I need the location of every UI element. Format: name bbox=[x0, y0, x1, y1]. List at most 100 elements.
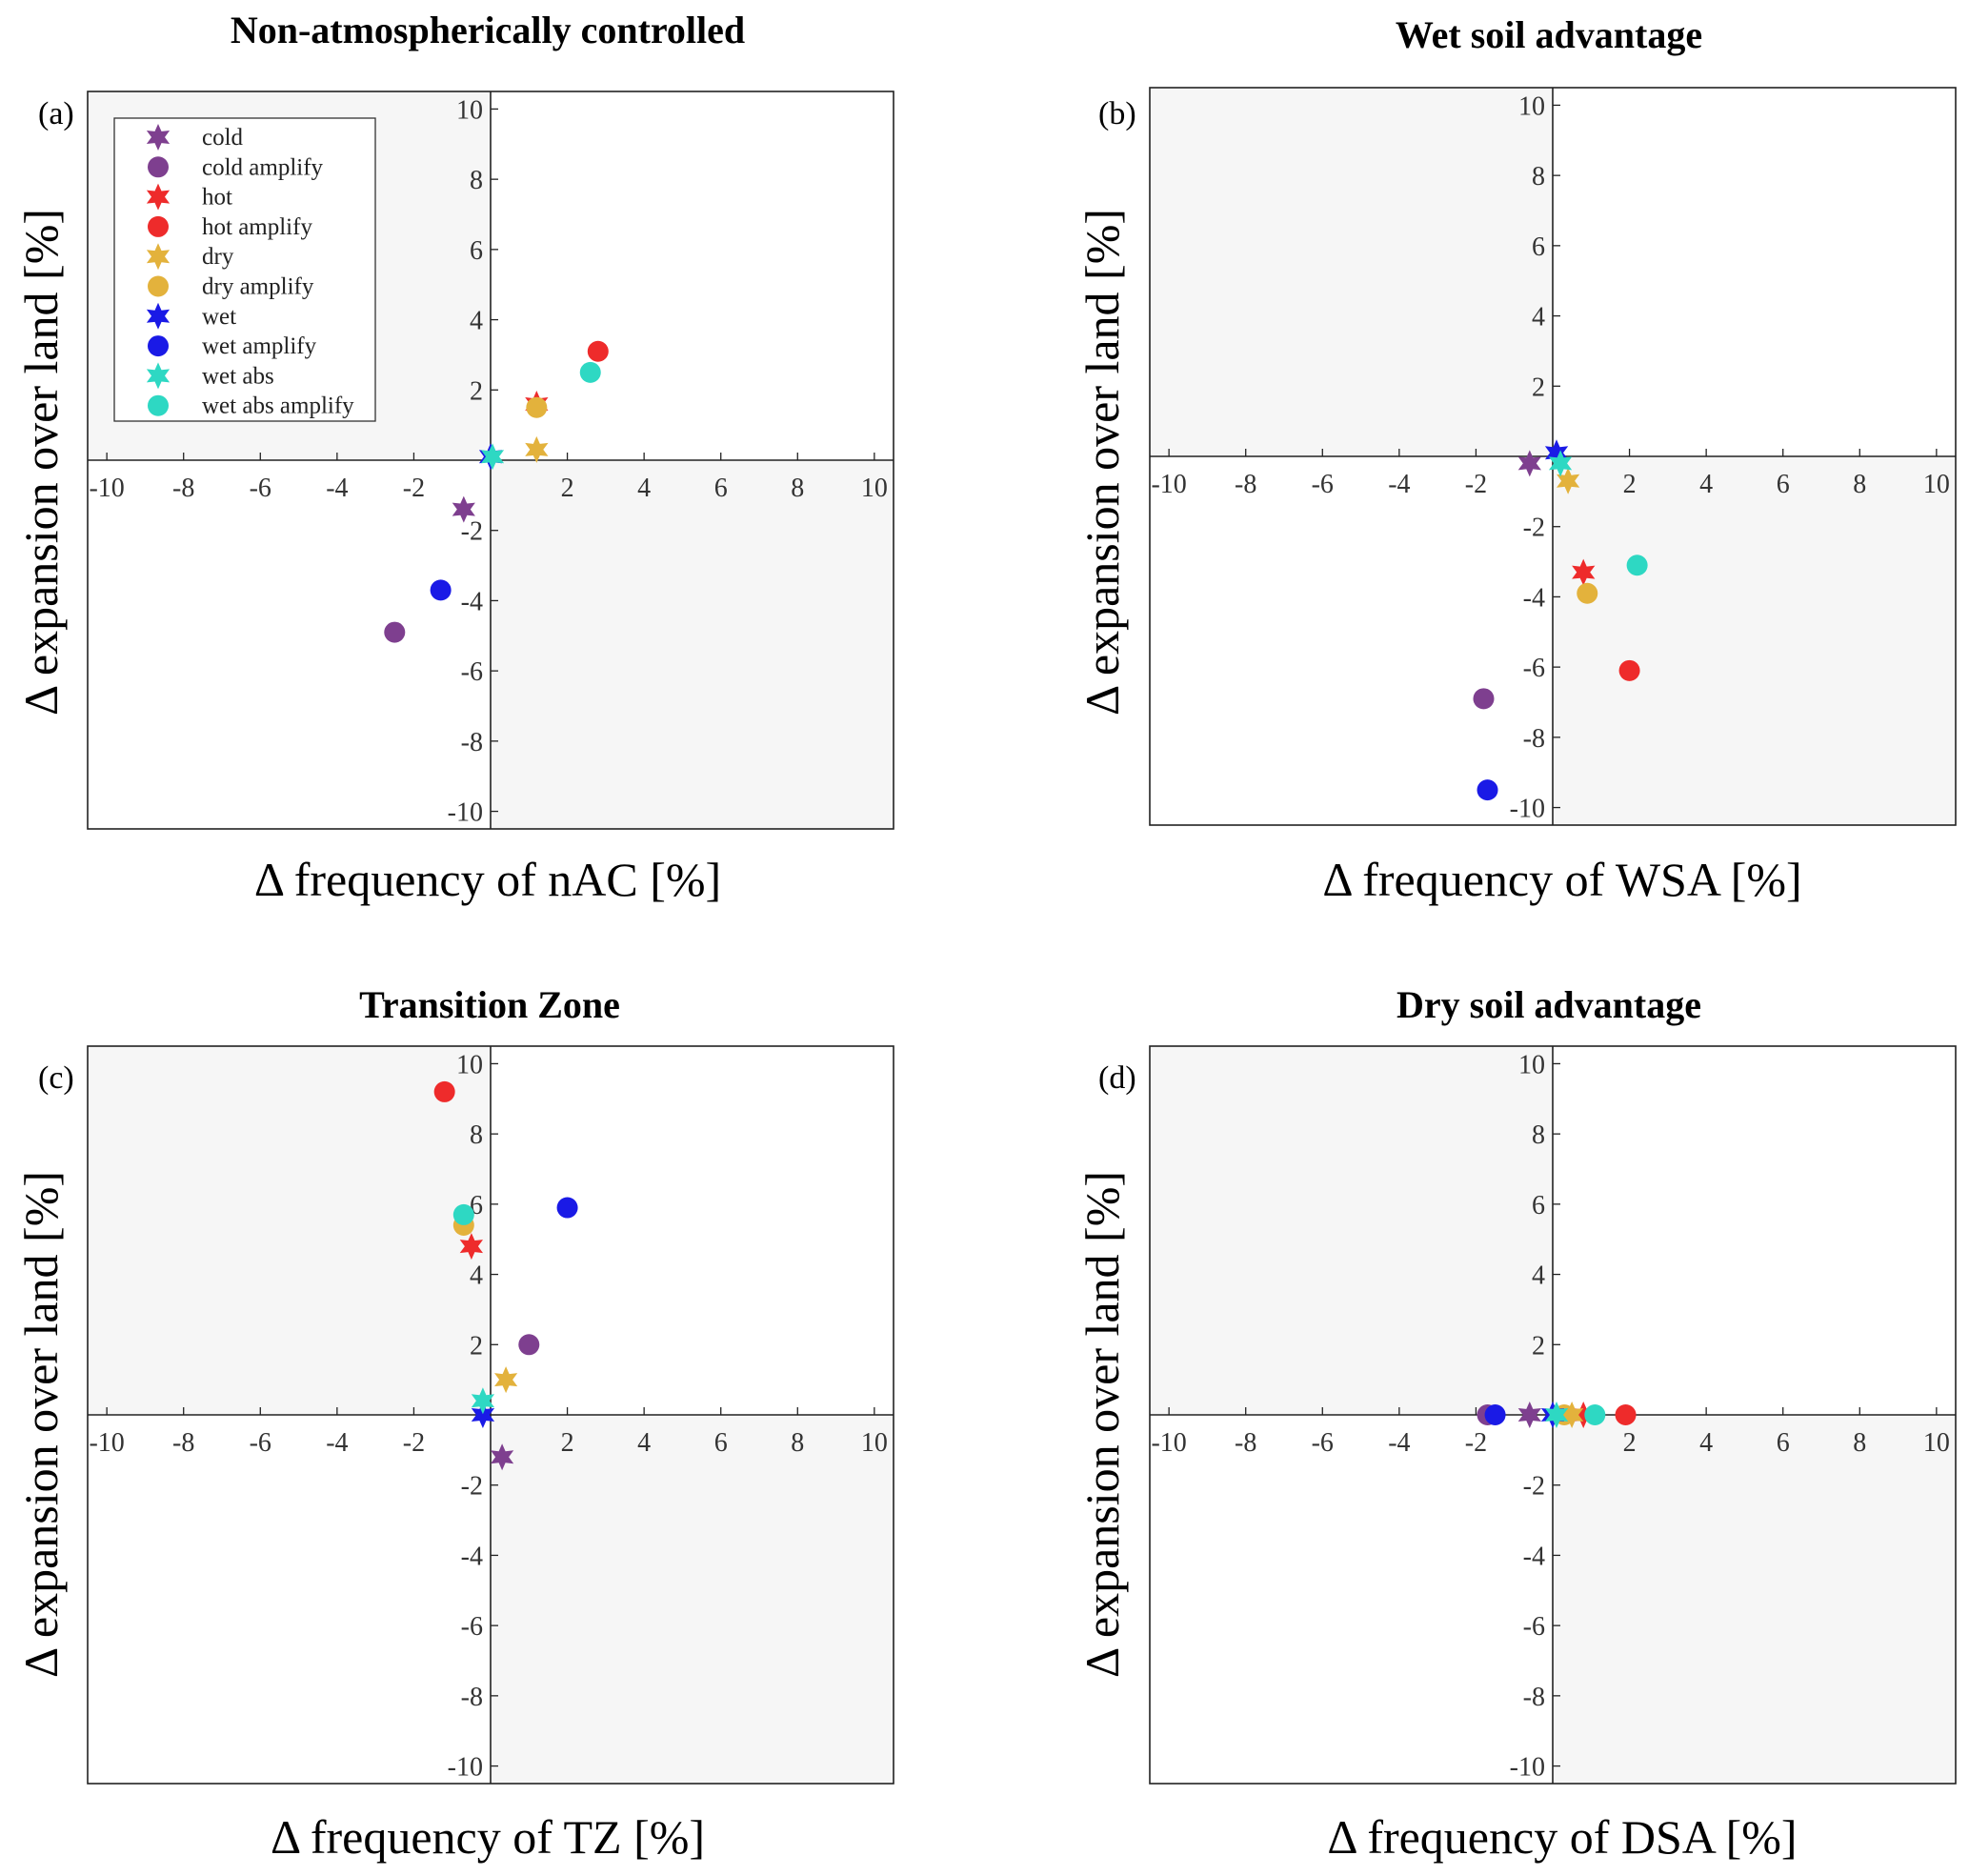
y-tick-label: 10 bbox=[456, 95, 483, 125]
data-point-dry bbox=[494, 1366, 518, 1394]
x-tick-label: -8 bbox=[1235, 1428, 1256, 1458]
legend: cold cold amplify hot hot amplify dry dry amp… bbox=[113, 117, 376, 422]
y-tick-label: 4 bbox=[1532, 303, 1545, 333]
x-tick-label: -6 bbox=[250, 1428, 271, 1458]
x-tick-label: 6 bbox=[1777, 470, 1790, 499]
y-tick-label: 8 bbox=[1532, 1120, 1545, 1150]
x-tick-label: -4 bbox=[1388, 1428, 1410, 1458]
x-tick-label: 6 bbox=[714, 474, 728, 503]
y-tick-label: 6 bbox=[1532, 1191, 1545, 1220]
data-point-cold bbox=[452, 495, 475, 523]
panel-d-label: (d) bbox=[1098, 1060, 1136, 1096]
x-tick-label: -8 bbox=[172, 1428, 194, 1458]
data-point-wet-abs-amplify bbox=[452, 1203, 474, 1225]
x-tick-label: -4 bbox=[326, 1428, 348, 1458]
panel-b-title: Wet soil advantage bbox=[1396, 13, 1702, 56]
panel-d-title: Dry soil advantage bbox=[1396, 983, 1701, 1026]
shaded-quadrant-top-left bbox=[1150, 88, 1553, 456]
legend-marker-cold bbox=[146, 124, 171, 151]
panel-c-title: Transition Zone bbox=[359, 983, 620, 1026]
x-tick-label: -10 bbox=[1151, 1428, 1186, 1458]
data-point-dry bbox=[1557, 467, 1580, 494]
panel-b: Wet soil advantage (b) -10 -8 -6 -4 -2 2 4 6 8 10… bbox=[1075, 13, 1957, 906]
y-tick-label: -2 bbox=[1523, 1472, 1545, 1502]
legend-label: wet abs amplify bbox=[202, 393, 354, 419]
x-tick-label: 4 bbox=[637, 474, 651, 503]
legend-label: hot bbox=[202, 185, 232, 211]
legend-label: wet bbox=[202, 304, 236, 330]
y-tick-label: 2 bbox=[1532, 373, 1545, 402]
x-tick-label: -2 bbox=[1465, 1428, 1487, 1458]
y-tick-label: 10 bbox=[1518, 1050, 1545, 1079]
x-tick-label: 4 bbox=[1699, 470, 1713, 499]
x-tick-label: -2 bbox=[403, 1428, 425, 1458]
y-tick-label: -2 bbox=[461, 517, 483, 547]
y-tick-label: 6 bbox=[470, 236, 483, 266]
panel-a-label: (a) bbox=[38, 96, 74, 131]
y-tick-label: 10 bbox=[456, 1050, 483, 1079]
y-tick-label: -8 bbox=[461, 1683, 483, 1712]
y-tick-label: -10 bbox=[448, 1753, 483, 1783]
x-tick-label: 8 bbox=[791, 474, 804, 503]
y-tick-label: 8 bbox=[470, 1120, 483, 1150]
data-point-cold-amplify bbox=[1473, 688, 1495, 710]
x-tick-label: -4 bbox=[1388, 470, 1410, 499]
legend-marker-hot bbox=[146, 183, 171, 211]
panel-c-label: (c) bbox=[38, 1060, 74, 1096]
data-point-hot bbox=[1572, 558, 1596, 586]
x-tick-label: -2 bbox=[1465, 470, 1487, 499]
y-tick-label: -8 bbox=[1523, 1683, 1545, 1712]
shaded-quadrant-top-left bbox=[1150, 1046, 1553, 1415]
shaded-quadrant-bottom-right bbox=[491, 460, 894, 829]
y-tick-label: -8 bbox=[1523, 724, 1545, 754]
panel-d-xlabel: Δ frequency of DSA [%] bbox=[1327, 1810, 1797, 1864]
data-point-wet-abs bbox=[480, 443, 505, 471]
x-tick-label: -10 bbox=[89, 1428, 124, 1458]
data-point-dry-amplify bbox=[526, 396, 548, 418]
data-point-hot-amplify bbox=[1618, 659, 1640, 681]
y-tick-label: 10 bbox=[1518, 91, 1545, 121]
x-tick-label: -6 bbox=[250, 474, 271, 503]
y-tick-label: -10 bbox=[1510, 795, 1545, 824]
x-tick-label: -2 bbox=[403, 474, 425, 503]
legend-label: dry bbox=[202, 244, 234, 270]
y-tick-label: -6 bbox=[1523, 654, 1545, 683]
x-tick-label: 8 bbox=[791, 1428, 804, 1458]
data-point-dry bbox=[525, 435, 549, 463]
y-tick-label: -10 bbox=[448, 798, 483, 828]
panel-c-ylabel: Δ expansion over land [%] bbox=[14, 1171, 68, 1678]
data-point-wet-abs bbox=[1544, 1402, 1569, 1428]
data-point-cold-amplify bbox=[518, 1334, 540, 1356]
y-tick-label: 2 bbox=[470, 1331, 483, 1361]
legend-marker-wet-abs-amplify bbox=[148, 394, 169, 416]
x-tick-label: 2 bbox=[1623, 1428, 1637, 1458]
x-tick-label: 6 bbox=[1777, 1428, 1790, 1458]
panel-d-plot: -10 -8 -6 -4 -2 2 4 6 8 10 -10 -8 -6 -4 -2 2 4 6 8 10 bbox=[1149, 1045, 1957, 1785]
legend-marker-hot-amplify bbox=[148, 215, 169, 237]
shaded-quadrant-top-left bbox=[88, 1046, 491, 1415]
x-tick-label: -10 bbox=[1151, 470, 1186, 499]
data-point-wet-amplify bbox=[430, 579, 452, 601]
legend-marker-cold-amplify bbox=[148, 156, 169, 178]
panel-a-title: Non-atmospherically controlled bbox=[231, 9, 745, 51]
y-tick-label: -6 bbox=[461, 657, 483, 687]
data-point-dry-amplify bbox=[1577, 582, 1598, 604]
panel-a-ylabel: Δ expansion over land [%] bbox=[14, 209, 68, 716]
data-point-wet-amplify bbox=[1484, 1404, 1506, 1425]
data-point-cold bbox=[491, 1443, 514, 1471]
y-tick-label: -6 bbox=[461, 1612, 483, 1642]
x-tick-label: -10 bbox=[89, 474, 124, 503]
y-tick-label: 6 bbox=[1532, 232, 1545, 262]
panel-d: Dry soil advantage (d) -10 -8 -6 -4 -2 2 4 6 8 10… bbox=[1075, 983, 1957, 1864]
x-tick-label: 6 bbox=[714, 1428, 728, 1458]
legend-label: hot amplify bbox=[202, 214, 312, 240]
x-tick-label: 4 bbox=[1699, 1428, 1713, 1458]
data-point-hot bbox=[1572, 1402, 1596, 1428]
panel-b-xlabel: Δ frequency of WSA [%] bbox=[1322, 853, 1801, 906]
legend-marker-dry bbox=[146, 243, 171, 271]
y-tick-label: 8 bbox=[470, 166, 483, 195]
y-tick-label: -10 bbox=[1510, 1753, 1545, 1783]
data-point-wet-amplify bbox=[1477, 779, 1498, 801]
x-tick-label: -4 bbox=[326, 474, 348, 503]
